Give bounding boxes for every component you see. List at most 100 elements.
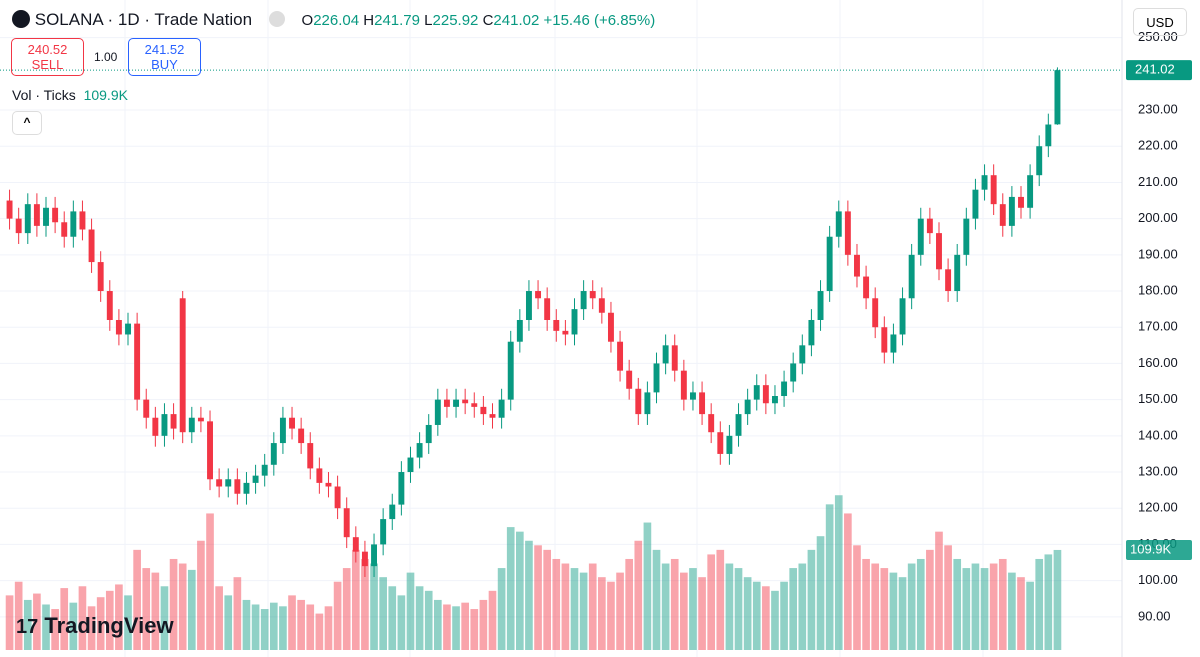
candle-body	[671, 345, 678, 371]
candle-body	[61, 222, 68, 237]
candle-body	[781, 381, 788, 397]
toggle[interactable]	[268, 11, 285, 27]
y-tick-label: 90.00	[1138, 608, 1171, 623]
candle-body	[170, 414, 177, 429]
change: +15.46 (+6.85%)	[543, 12, 656, 29]
brand-text: TradingView	[44, 613, 174, 638]
volume-bar	[42, 604, 50, 650]
volume-bar	[60, 588, 69, 650]
volume-bar	[269, 602, 278, 650]
y-tick-label: 100.00	[1138, 572, 1178, 587]
candle-body	[352, 537, 359, 552]
candle-body	[134, 323, 141, 400]
c-value: 241.02	[493, 12, 540, 29]
candle-body	[635, 388, 642, 415]
currency[interactable]: USD	[1133, 8, 1187, 36]
volume-box	[1126, 539, 1192, 560]
volume-bar	[780, 581, 788, 650]
volume-bar	[133, 549, 141, 650]
buy-button[interactable]: 241.52 BUY	[128, 38, 201, 76]
volume-bar	[989, 563, 998, 650]
logo	[12, 10, 30, 28]
last-price-box	[1126, 60, 1192, 81]
volume-bar	[816, 536, 825, 650]
candle-body	[562, 330, 569, 335]
candle-body	[197, 417, 204, 422]
collapse-button[interactable]: ^	[12, 111, 42, 135]
quantity: 1.00	[94, 50, 118, 64]
volume-bar	[834, 495, 843, 650]
sell-button[interactable]: 240.52 SELL	[11, 38, 84, 76]
candle-body	[70, 211, 77, 237]
candle-body	[471, 403, 478, 407]
candle-body	[808, 319, 815, 346]
volume-bar	[187, 569, 196, 650]
candle-body	[261, 464, 268, 476]
y-tick-label: 170.00	[1138, 319, 1178, 334]
volume-bar	[734, 568, 743, 650]
volume-bar	[561, 563, 570, 650]
volume-bar	[525, 540, 533, 650]
volume-bar	[297, 599, 305, 650]
volume-bar	[497, 568, 506, 650]
volume-bar	[898, 577, 907, 650]
volume-bar	[461, 602, 469, 650]
volume-bar	[698, 577, 706, 650]
volume-bar	[889, 572, 898, 650]
volume-bar	[880, 568, 889, 650]
candle-body	[835, 211, 842, 237]
candle-body	[1054, 70, 1061, 125]
volume-bar	[23, 599, 32, 650]
volume-bar	[397, 595, 406, 650]
volume-bar	[251, 604, 260, 650]
volume-bar	[242, 599, 251, 650]
volume-bar	[415, 586, 424, 650]
candle-body	[425, 424, 432, 444]
y-tick-label: 130.00	[1138, 463, 1178, 478]
buy-label: BUY	[151, 57, 178, 72]
candle-body	[6, 200, 13, 219]
volume-bar	[479, 599, 488, 650]
sell-price: 240.52	[27, 42, 68, 57]
candle-body	[1027, 175, 1034, 208]
candle-body	[79, 211, 86, 230]
candle-body	[398, 472, 405, 505]
candle-body	[161, 414, 168, 436]
volume-bar	[707, 554, 716, 650]
candle-body	[106, 291, 113, 320]
volume-bar	[169, 558, 178, 650]
h-value: 241.79	[374, 12, 420, 29]
candle-body	[999, 204, 1006, 226]
candle-body	[844, 211, 851, 255]
candle-body	[97, 262, 104, 292]
h-label: H	[363, 12, 375, 29]
volume-bar	[279, 606, 287, 650]
candle-body	[881, 327, 888, 353]
volume-bar	[1017, 577, 1025, 650]
volume-bar	[178, 563, 187, 650]
volume-bar	[953, 558, 962, 650]
volume-bar	[725, 563, 734, 650]
c-label: C	[482, 12, 494, 29]
sell-label: SELL	[31, 57, 64, 72]
candle-body	[817, 291, 824, 320]
y-tick-label: 230.00	[1138, 101, 1178, 116]
candle-body	[863, 276, 870, 299]
candle-body	[772, 396, 778, 404]
volume-bar	[370, 563, 378, 650]
y-tick-label: 190.00	[1138, 246, 1178, 261]
candle-body	[890, 334, 897, 353]
candle-body	[289, 417, 295, 429]
candle-body	[699, 392, 706, 415]
y-tick-label: 160.00	[1138, 355, 1178, 370]
volume-bar	[853, 545, 861, 650]
candle-body	[644, 392, 651, 415]
volume-bar	[616, 572, 624, 650]
candle-body	[580, 291, 587, 310]
candle-body	[243, 482, 250, 494]
volume-bar	[342, 568, 351, 650]
candle-body	[115, 319, 122, 335]
candle-body	[1018, 196, 1024, 208]
candle-body	[926, 218, 933, 234]
candle-body	[52, 207, 59, 223]
